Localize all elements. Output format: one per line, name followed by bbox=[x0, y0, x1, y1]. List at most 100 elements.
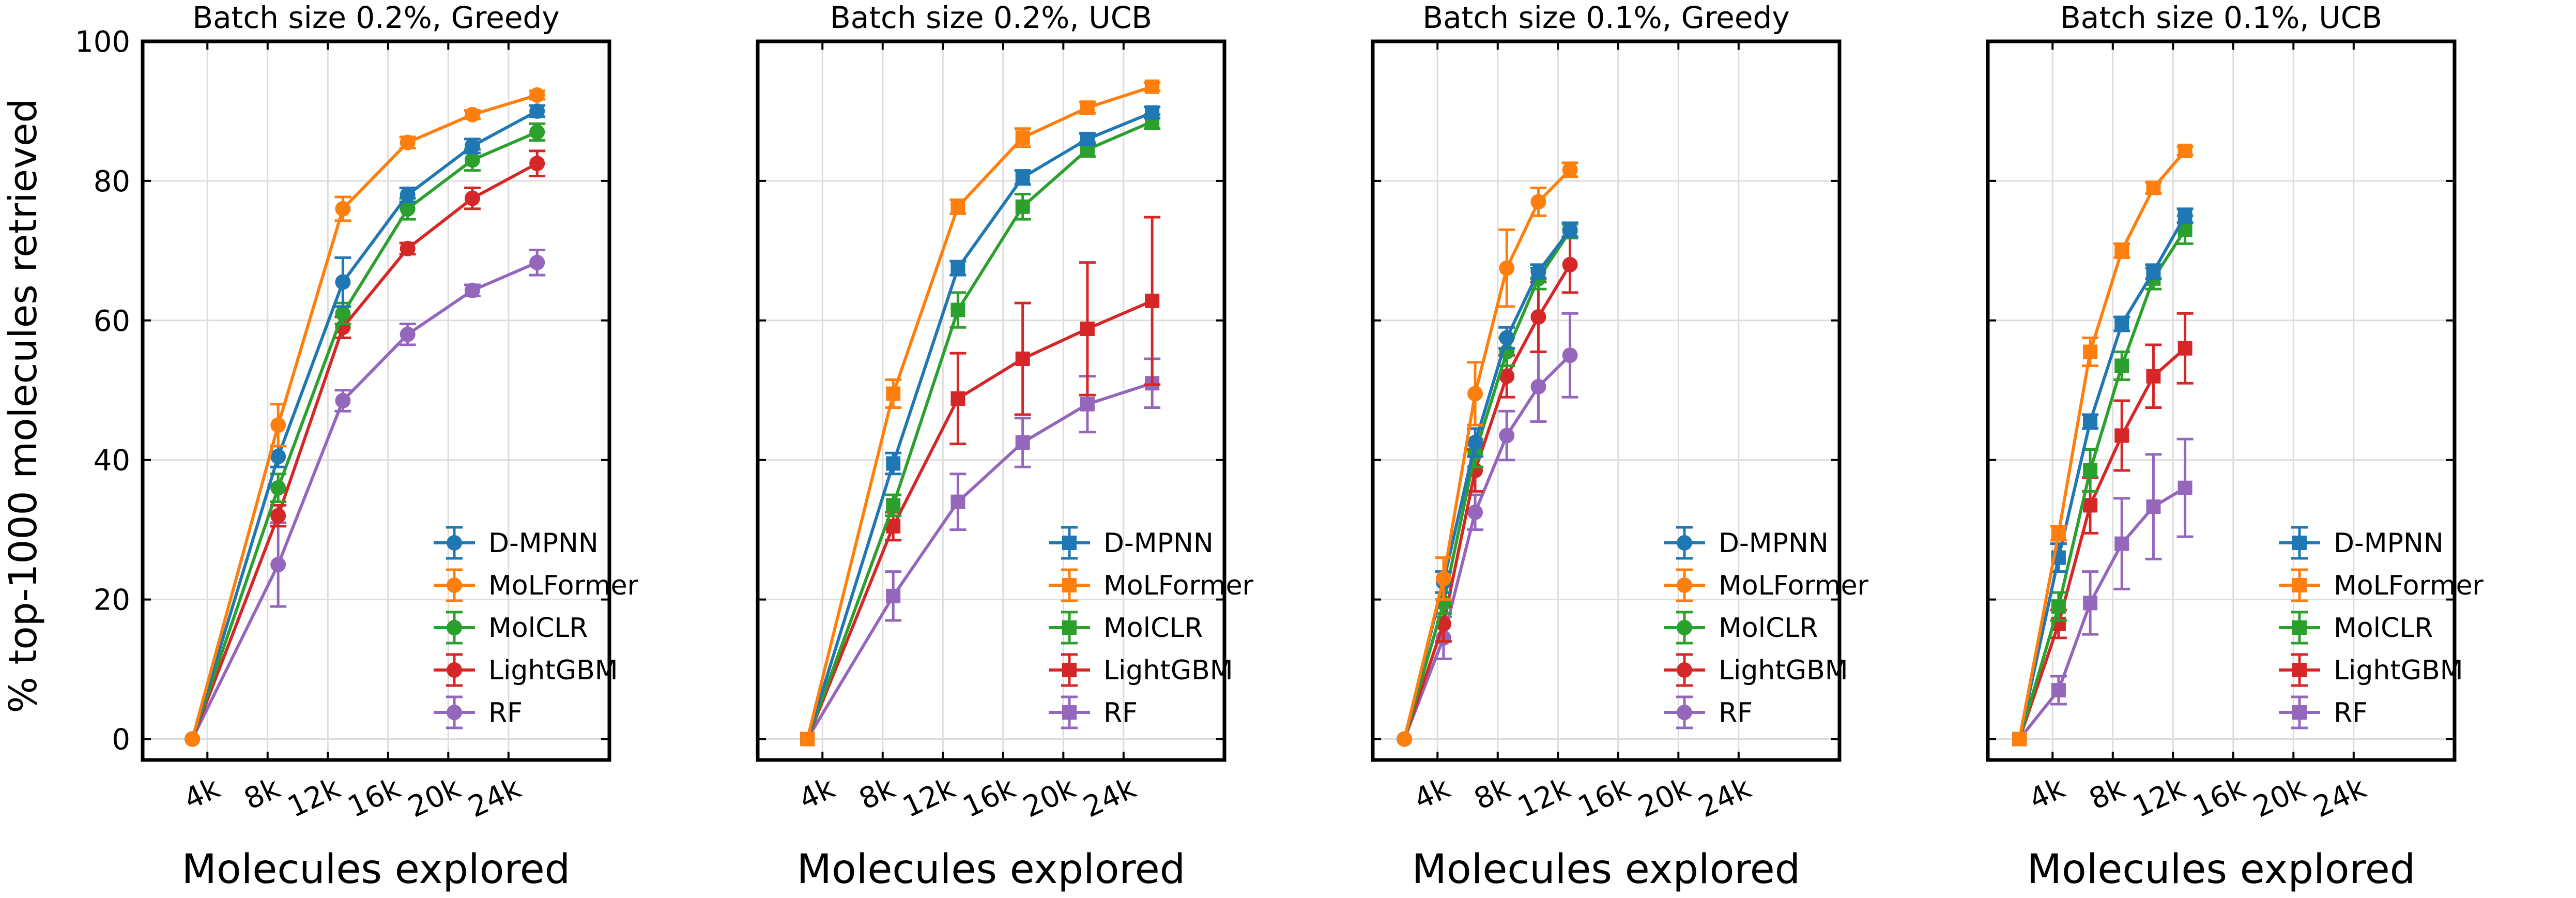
series-line bbox=[1403, 264, 1572, 740]
data-point bbox=[1397, 731, 1413, 747]
x-axis-label: Molecules explored bbox=[2027, 846, 2416, 893]
legend-marker bbox=[447, 535, 462, 551]
series-MolCLR bbox=[800, 113, 1161, 747]
data-point bbox=[2178, 341, 2192, 356]
x-tick-label: 20k bbox=[2248, 771, 2311, 825]
x-tick-label: 20k bbox=[1018, 771, 1081, 825]
panel-frame bbox=[141, 39, 611, 762]
series-D-MPNN bbox=[800, 105, 1161, 747]
legend-marker bbox=[1062, 663, 1077, 677]
legend-label: LightGBM bbox=[488, 655, 618, 686]
x-tick-label: 24k bbox=[2308, 771, 2371, 825]
data-point bbox=[335, 306, 351, 322]
data-point bbox=[1145, 105, 1160, 120]
series-line bbox=[191, 162, 538, 740]
legend-entry: MoLFormer bbox=[2279, 568, 2484, 602]
series-RF bbox=[185, 249, 546, 747]
data-point bbox=[529, 124, 545, 140]
legend-label: D-MPNN bbox=[1719, 528, 1829, 559]
data-point bbox=[1467, 434, 1483, 450]
series-MoLFormer bbox=[800, 79, 1161, 747]
legend-label: D-MPNN bbox=[2334, 528, 2444, 559]
data-point bbox=[1530, 309, 1546, 325]
x-tick-label: 4k bbox=[1409, 771, 1455, 817]
data-point bbox=[1467, 386, 1483, 402]
series-D-MPNN bbox=[185, 103, 546, 747]
x-tick-label: 12k bbox=[1513, 771, 1576, 825]
data-point bbox=[800, 732, 815, 747]
legend-marker bbox=[1062, 578, 1077, 592]
data-point bbox=[2178, 143, 2192, 158]
data-point bbox=[185, 731, 201, 747]
legend-marker bbox=[447, 662, 462, 678]
legend-label: MoLFormer bbox=[1719, 570, 1869, 601]
legend-marker bbox=[2292, 663, 2307, 677]
data-point bbox=[1145, 79, 1160, 94]
data-point bbox=[464, 106, 480, 123]
legend-entry: MoLFormer bbox=[1049, 568, 1254, 602]
legend-entry: MolCLR bbox=[2279, 611, 2433, 645]
legend-marker bbox=[447, 705, 462, 720]
legend-entry: LightGBM bbox=[1049, 653, 1233, 687]
legend-label: D-MPNN bbox=[488, 528, 599, 559]
data-point bbox=[2114, 428, 2129, 443]
legend-marker bbox=[1062, 536, 1077, 550]
series-MolCLR bbox=[185, 122, 546, 747]
legend-marker bbox=[2292, 705, 2307, 720]
legend-marker bbox=[1677, 620, 1692, 635]
data-point bbox=[2146, 264, 2161, 279]
x-tick-label: 24k bbox=[463, 771, 526, 825]
data-point bbox=[1562, 162, 1578, 178]
data-point bbox=[400, 187, 416, 203]
panel-frame bbox=[756, 39, 1226, 762]
data-point bbox=[886, 588, 901, 603]
data-point bbox=[1080, 322, 1095, 336]
legend-entry: D-MPNN bbox=[1049, 526, 1214, 560]
series-RF bbox=[2012, 437, 2194, 747]
data-point bbox=[400, 134, 416, 150]
legend-entry: MolCLR bbox=[1664, 611, 1818, 645]
data-point bbox=[2146, 499, 2161, 514]
data-point bbox=[2178, 208, 2192, 223]
legend-entry: LightGBM bbox=[434, 653, 618, 687]
data-point bbox=[400, 240, 416, 256]
legend-marker bbox=[1062, 705, 1077, 720]
data-point bbox=[2114, 316, 2129, 331]
x-tick-label: 8k bbox=[239, 771, 286, 817]
data-point bbox=[950, 494, 965, 509]
data-point bbox=[2178, 480, 2192, 495]
data-point bbox=[1562, 347, 1578, 363]
legend-entry: MolCLR bbox=[1049, 611, 1203, 645]
data-point bbox=[464, 152, 480, 168]
data-point bbox=[1499, 428, 1515, 444]
y-tick-label: 0 bbox=[112, 723, 130, 757]
legend-entry: RF bbox=[1664, 695, 1753, 729]
data-point bbox=[1080, 100, 1095, 115]
legend-entry: D-MPNN bbox=[2279, 526, 2444, 560]
data-point bbox=[2051, 526, 2066, 541]
x-tick-label: 4k bbox=[179, 771, 225, 817]
data-point bbox=[950, 302, 965, 317]
y-tick-label: 100 bbox=[75, 25, 130, 59]
x-tick-label: 16k bbox=[343, 771, 406, 825]
series-MoLFormer bbox=[2012, 143, 2194, 747]
legend: D-MPNN MoLFormer MolCLR LightGBM RF bbox=[2279, 526, 2484, 729]
x-tick-label: 20k bbox=[1633, 771, 1696, 825]
series-MoLFormer bbox=[185, 87, 546, 747]
data-point bbox=[464, 190, 480, 206]
x-axis-label: Molecules explored bbox=[797, 846, 1186, 893]
legend-entry: RF bbox=[434, 695, 523, 729]
x-tick-label: 24k bbox=[1693, 771, 1756, 825]
data-point bbox=[2146, 369, 2161, 384]
series-line bbox=[191, 130, 538, 740]
legend-marker bbox=[1677, 577, 1692, 593]
legend-label: MolCLR bbox=[488, 613, 588, 644]
legend-marker bbox=[1677, 662, 1692, 678]
data-point bbox=[270, 508, 286, 524]
data-point bbox=[886, 386, 901, 401]
data-point bbox=[950, 199, 965, 214]
data-point bbox=[1015, 170, 1030, 185]
legend-entry: MoLFormer bbox=[1664, 568, 1869, 602]
